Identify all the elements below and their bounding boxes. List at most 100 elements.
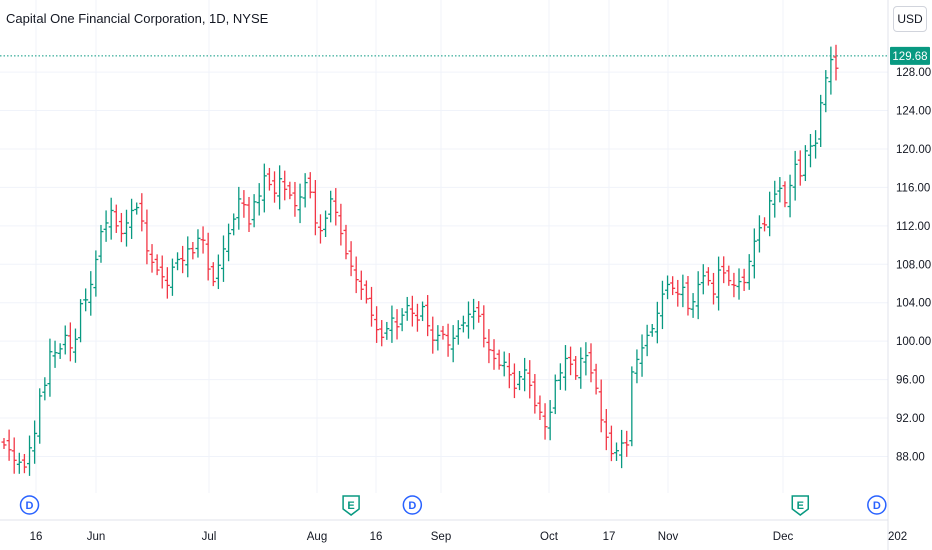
ohlc-bar [220, 235, 226, 282]
ohlc-bar [231, 213, 237, 236]
ohlc-bar [251, 194, 257, 228]
ohlc-bar [593, 363, 599, 395]
ohlc-bar [624, 430, 630, 457]
ohlc-bar [818, 94, 824, 147]
x-tick-label: Aug [307, 531, 327, 543]
ohlc-bar [180, 245, 186, 274]
ohlc-bar [629, 366, 635, 447]
ohlc-bar [506, 353, 512, 389]
ohlc-bar [792, 150, 798, 201]
ohlc-bar [317, 214, 323, 244]
ohlc-bar [93, 250, 99, 297]
ohlc-bar [139, 193, 145, 232]
ohlc-bar [813, 130, 819, 159]
ohlc-bar [27, 435, 33, 476]
ohlc-bar [705, 267, 711, 286]
ohlc-bar [460, 315, 466, 333]
x-tick-label: Sep [431, 531, 451, 543]
x-tick-label: Jun [87, 531, 106, 543]
ohlc-bar [716, 256, 722, 311]
ohlc-bar [619, 429, 625, 469]
ohlc-bar [787, 174, 793, 218]
ohlc-bar [103, 210, 109, 242]
earnings-event-icon: E [791, 495, 810, 516]
ohlc-bar [52, 340, 58, 368]
event-shield [342, 495, 360, 516]
ohlc-bar [557, 363, 563, 390]
event-label: D [408, 500, 416, 512]
ohlc-bar [88, 271, 94, 316]
currency-button[interactable]: USD [893, 6, 927, 32]
ohlc-bar [435, 325, 441, 351]
ohlc-bar [695, 271, 701, 320]
y-tick-label: 128.00 [896, 67, 931, 79]
ohlc-bar [542, 403, 548, 440]
ohlc-bar [465, 301, 471, 339]
ohlc-bar [277, 165, 283, 210]
ohlc-bar [154, 254, 160, 276]
ohlc-bar [389, 305, 395, 343]
ohlc-bar [164, 267, 170, 299]
ohlc-bar [185, 236, 191, 278]
ohlc-bar [614, 442, 620, 461]
ohlc-bar [741, 268, 747, 292]
ohlc-bar [297, 183, 303, 224]
y-tick-label: 96.00 [896, 375, 925, 387]
chart-title: Capital One Financial Corporation, 1D, N… [6, 11, 269, 26]
ohlc-bar [578, 347, 584, 389]
ohlc-bar [404, 296, 410, 321]
ohlc-bar [598, 379, 604, 433]
ohlc-bar [261, 163, 267, 213]
ohlc-bar [333, 188, 339, 226]
event-label: E [347, 500, 354, 512]
ohlc-bar [67, 322, 73, 362]
y-tick-label: 120.00 [896, 144, 931, 156]
ohlc-bar [215, 254, 221, 290]
ohlc-bar [481, 305, 487, 348]
ohlc-bar [287, 181, 293, 200]
event-circle [19, 495, 40, 515]
earnings-event-icon: E [342, 495, 360, 516]
ohlc-bar [445, 323, 451, 357]
ohlc-bar [363, 280, 369, 304]
ohlc-bar [751, 228, 757, 279]
ohlc-bar [190, 241, 196, 260]
ohlc-bar [72, 328, 78, 363]
y-tick-label: 88.00 [896, 451, 925, 463]
ohlc-bar [108, 197, 114, 240]
ohlc-bar [721, 256, 727, 284]
ohlc-bar [537, 395, 543, 421]
ohlc-bar [762, 217, 768, 232]
event-label: D [873, 500, 881, 512]
ohlc-bar [369, 286, 375, 327]
ohlc-bar [522, 357, 528, 392]
ohlc-bar [205, 232, 211, 281]
ohlc-bar [491, 339, 497, 370]
x-tick-label: 17 [603, 531, 616, 543]
ohlc-bar [113, 204, 119, 233]
ohlc-bar [129, 198, 135, 239]
price-axis: 128.00 124.00 120.00 116.00 112.00 108.00 104.… [896, 67, 931, 463]
event-circle [402, 495, 423, 515]
ohlc-bar [726, 265, 732, 286]
ohlc-bar [338, 203, 344, 246]
event-label: D [26, 500, 34, 512]
ohlc-bar [348, 241, 354, 277]
ohlc-bar [353, 256, 359, 294]
ohlc-bar [16, 452, 22, 474]
y-tick-label: 108.00 [896, 259, 931, 271]
ohlc-bar [343, 224, 349, 260]
ohlc-bar [42, 377, 48, 401]
ohlc-bar [379, 320, 385, 347]
ohlc-bar [384, 321, 390, 340]
y-tick-label: 104.00 [896, 298, 931, 310]
ohlc-bar [680, 274, 686, 308]
ohlc-bar [476, 301, 482, 323]
ohlc-bar [425, 295, 431, 337]
ohlc-bar [328, 190, 334, 223]
ohlc-bar [21, 453, 27, 474]
ohlc-bar [527, 360, 533, 399]
y-tick-label: 92.00 [896, 413, 925, 425]
ohlc-bar [246, 196, 252, 233]
